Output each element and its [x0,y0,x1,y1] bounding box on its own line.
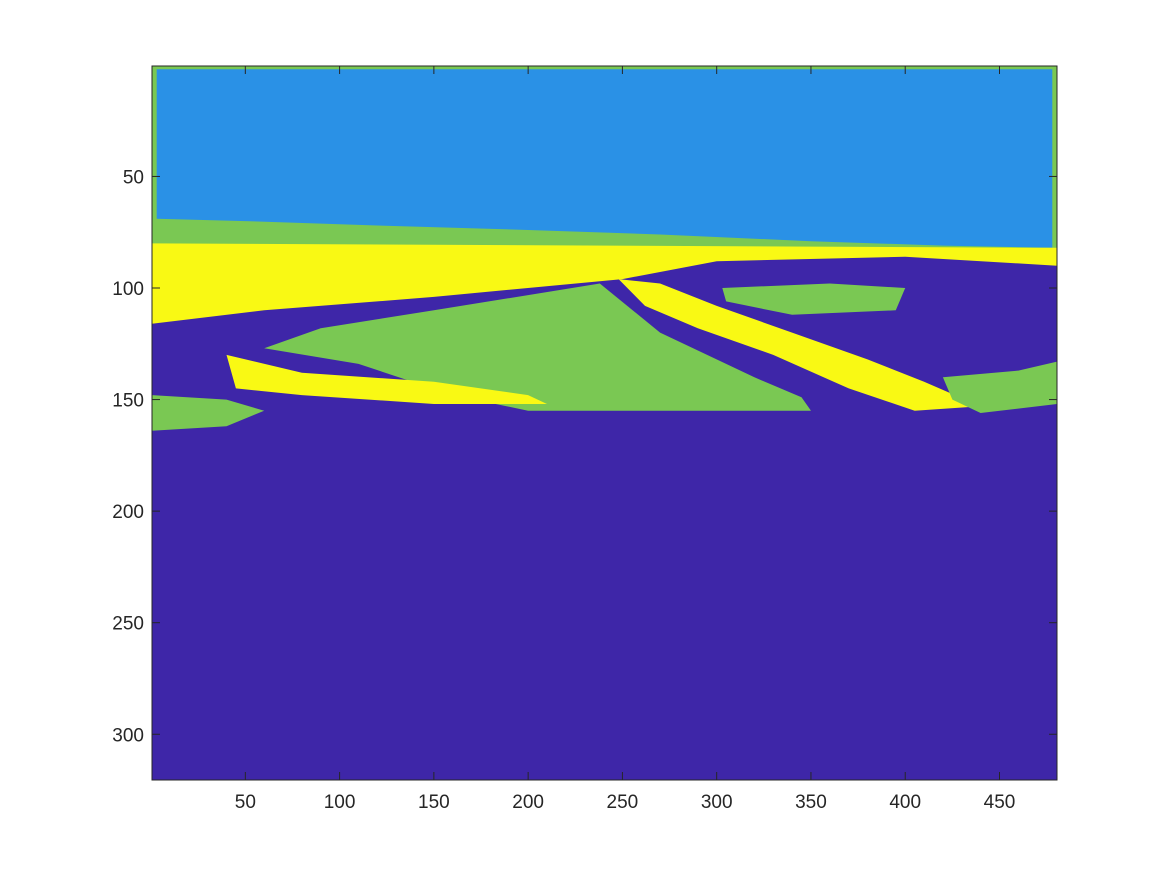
x-tick-label: 200 [512,792,544,813]
x-tick-label: 300 [701,792,733,813]
x-tick-label: 50 [235,792,256,813]
y-tick-label: 250 [112,614,144,635]
x-axis-ticks: 50 100 150 200 250 300 350 400 450 [235,66,1016,813]
x-tick-label: 450 [984,792,1016,813]
y-tick-label: 50 [123,167,144,188]
class-region-3-9 [152,395,265,431]
x-tick-label: 100 [324,792,356,813]
class-region-3-8 [942,361,1057,413]
x-tick-label: 400 [889,792,921,813]
plot-area [152,66,1057,780]
y-tick-label: 150 [112,391,144,412]
x-tick-label: 350 [795,792,827,813]
class-region-2-1 [156,69,1053,248]
axes-box [151,65,1058,781]
x-tick-label: 150 [418,792,450,813]
y-tick-label: 300 [112,725,144,746]
class-region-4-6 [618,279,981,411]
class-region-3-4 [264,283,811,411]
class-region-4-5 [226,354,547,404]
x-tick-label: 250 [607,792,639,813]
y-axis-ticks: 50 100 150 200 250 300 [112,167,1057,746]
class-region-3-7 [722,283,906,315]
y-tick-label: 200 [112,502,144,523]
y-tick-label: 100 [112,279,144,300]
